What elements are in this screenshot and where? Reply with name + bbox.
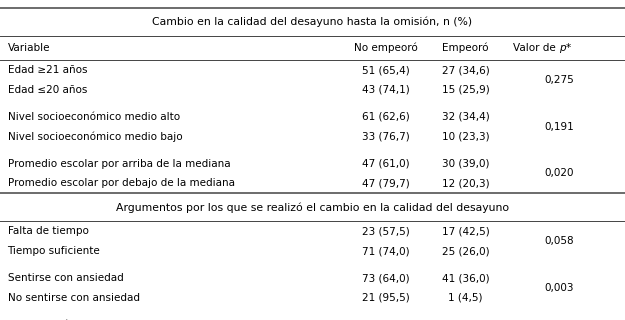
Text: Falta de tiempo: Falta de tiempo [8, 226, 88, 236]
Text: 23 (57,5): 23 (57,5) [362, 226, 410, 236]
Text: Argumentos por los que se realizó el cambio en la calidad del desayuno: Argumentos por los que se realizó el cam… [116, 202, 509, 212]
Text: $p$*: $p$* [559, 41, 573, 55]
Text: 47 (79,7): 47 (79,7) [362, 178, 410, 188]
Text: 12 (20,3): 12 (20,3) [442, 178, 489, 188]
Text: Sentirse con ansiedad: Sentirse con ansiedad [8, 273, 123, 283]
Text: 73 (64,0): 73 (64,0) [362, 273, 410, 283]
Text: 21 (95,5): 21 (95,5) [362, 293, 410, 303]
Text: Nivel socioeconómico medio alto: Nivel socioeconómico medio alto [8, 112, 179, 122]
Text: 71 (74,0): 71 (74,0) [362, 246, 410, 256]
Text: 0,058: 0,058 [544, 236, 574, 246]
Text: 0,003: 0,003 [544, 283, 574, 293]
Text: Nivel socioeconómico medio bajo: Nivel socioeconómico medio bajo [8, 132, 182, 142]
Text: 51 (65,4): 51 (65,4) [362, 65, 410, 75]
Text: Tiempo suficiente: Tiempo suficiente [8, 246, 100, 256]
Text: 1 (4,5): 1 (4,5) [448, 293, 483, 303]
Text: 0,275: 0,275 [544, 75, 574, 85]
Text: No empeoró: No empeoró [354, 43, 418, 53]
Text: Edad ≥21 años: Edad ≥21 años [8, 65, 87, 75]
Text: 25 (26,0): 25 (26,0) [442, 246, 489, 256]
Text: Edad ≤20 años: Edad ≤20 años [8, 85, 87, 95]
Text: 33 (76,7): 33 (76,7) [362, 132, 410, 142]
Text: 17 (42,5): 17 (42,5) [442, 226, 489, 236]
Text: Valor de: Valor de [513, 43, 559, 53]
Text: 0,020: 0,020 [544, 168, 574, 179]
Text: 61 (62,6): 61 (62,6) [362, 112, 410, 122]
Text: 27 (34,6): 27 (34,6) [442, 65, 489, 75]
Text: 0,191: 0,191 [544, 122, 574, 132]
Text: 41 (36,0): 41 (36,0) [442, 273, 489, 283]
Text: 15 (25,9): 15 (25,9) [442, 85, 489, 95]
Text: 32 (34,4): 32 (34,4) [442, 112, 489, 122]
Text: 43 (74,1): 43 (74,1) [362, 85, 410, 95]
Text: 47 (61,0): 47 (61,0) [362, 158, 410, 169]
Text: No sentirse con ansiedad: No sentirse con ansiedad [8, 293, 139, 303]
Text: Cambio en la calidad del desayuno hasta la omisión, n (%): Cambio en la calidad del desayuno hasta … [152, 17, 472, 27]
Text: Promedio escolar por debajo de la mediana: Promedio escolar por debajo de la median… [8, 178, 234, 188]
Text: Variable: Variable [8, 43, 50, 53]
Text: Promedio escolar por arriba de la mediana: Promedio escolar por arriba de la median… [8, 158, 230, 169]
Text: 30 (39,0): 30 (39,0) [442, 158, 489, 169]
Text: 10 (23,3): 10 (23,3) [442, 132, 489, 142]
Text: Empeoró: Empeoró [442, 43, 489, 53]
